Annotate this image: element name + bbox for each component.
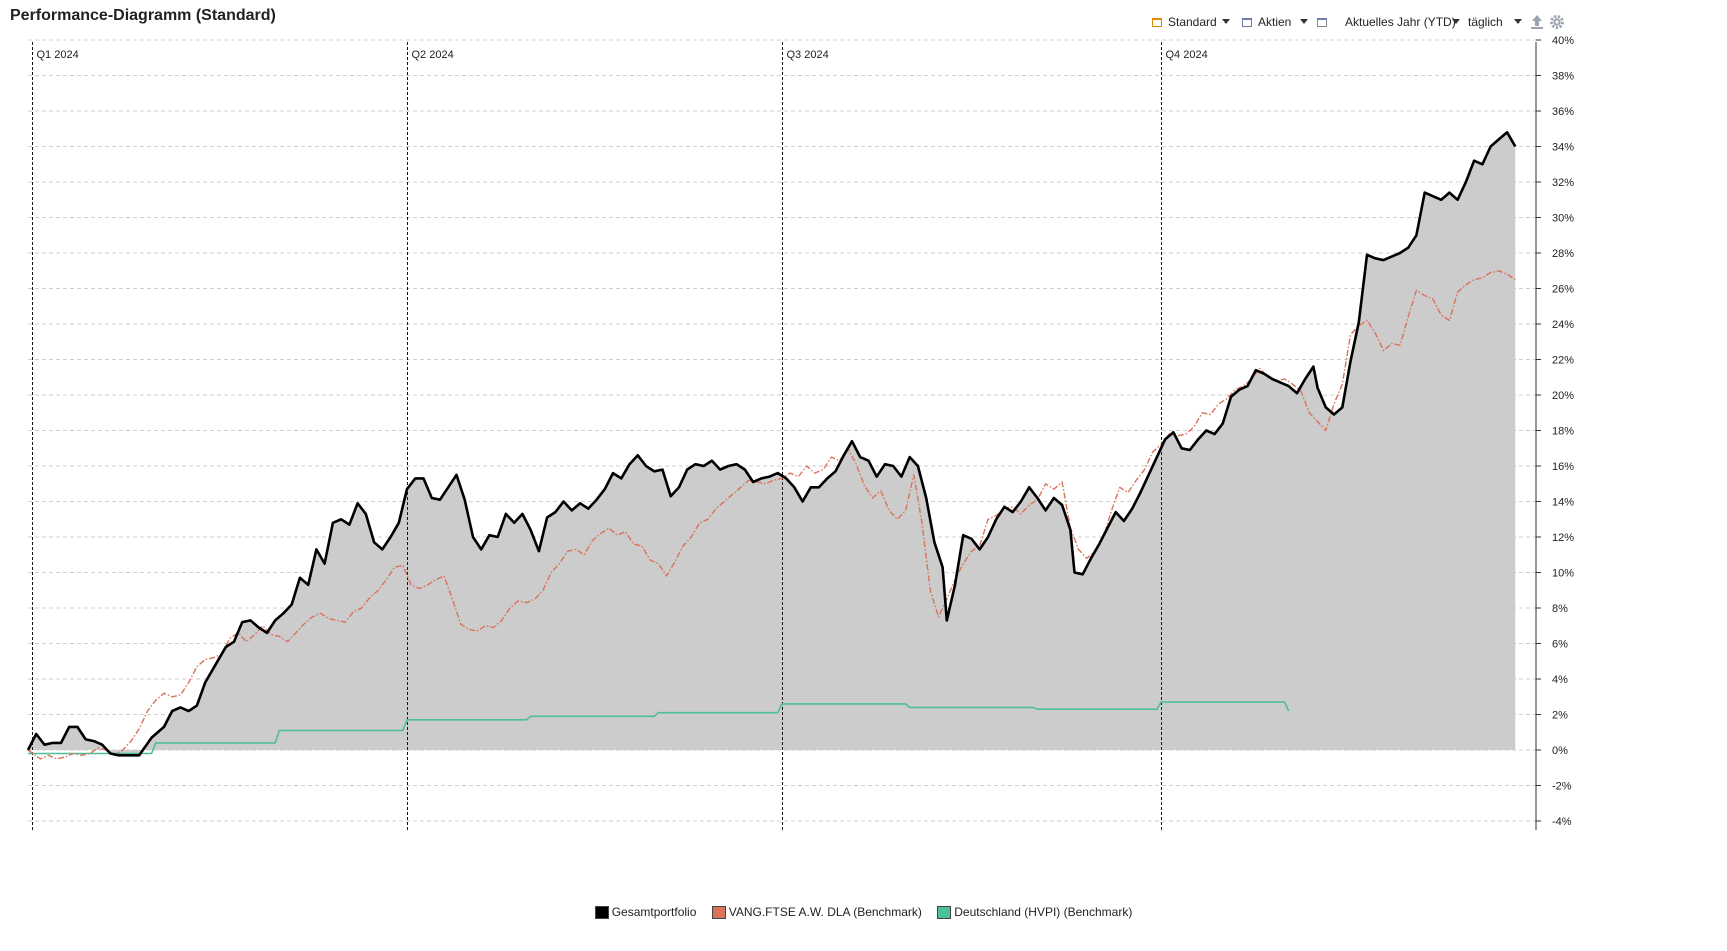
aktien-filter-button[interactable]: Aktien <box>1242 12 1291 32</box>
portfolio-area <box>28 132 1516 756</box>
y-tick-label: 22% <box>1552 355 1574 367</box>
y-tick-label: 32% <box>1552 177 1574 189</box>
toolbar: Standard Aktien Aktuelles Jahr (YTD) täg… <box>0 12 1727 32</box>
chevron-down-icon[interactable] <box>1514 19 1522 24</box>
layout-icon <box>1152 17 1162 27</box>
series-line-portfolio <box>26 131 1517 757</box>
standard-view-button[interactable]: Standard <box>1152 12 1217 32</box>
upload-icon[interactable] <box>1530 14 1544 30</box>
y-tick-label: 4% <box>1552 674 1568 686</box>
legend-swatch-portfolio <box>594 905 609 919</box>
calendar-icon <box>1317 17 1327 27</box>
page-title: Performance-Diagramm (Standard) <box>10 7 276 24</box>
legend-label-portfolio: Gesamtportfolio <box>611 905 697 919</box>
y-tick-label: 28% <box>1552 248 1574 260</box>
interval-label: täglich <box>1468 15 1503 29</box>
y-axis: 40% 38% 36% 34% 32% 30% 28% 26% 24% 22% 20% 18% 16% 1… <box>1535 35 1574 830</box>
chevron-down-icon[interactable] <box>1222 19 1230 24</box>
series-line-hvpi <box>28 701 1290 755</box>
aktien-filter-label: Aktien <box>1258 15 1292 29</box>
series-lines <box>26 131 1517 760</box>
legend-swatch-hvpi <box>937 905 952 919</box>
y-tick-label: 38% <box>1552 71 1574 83</box>
period-select[interactable]: Aktuelles Jahr (YTD) <box>1317 12 1456 32</box>
y-tick-label: 6% <box>1552 639 1568 651</box>
quarter-label: Q3 2024 <box>787 49 829 61</box>
portfolio-fill <box>28 132 1516 756</box>
standard-view-label: Standard <box>1168 15 1217 29</box>
chevron-down-icon[interactable] <box>1452 19 1460 24</box>
y-tick-label: -2% <box>1552 781 1572 793</box>
y-tick-label: 36% <box>1552 106 1574 118</box>
y-tick-label: 12% <box>1552 532 1574 544</box>
quarter-label: Q2 2024 <box>412 49 454 61</box>
interval-select[interactable]: täglich <box>1468 12 1503 32</box>
y-tick-label: 30% <box>1552 213 1574 225</box>
y-tick-label: 8% <box>1552 603 1568 615</box>
chevron-down-icon[interactable] <box>1300 19 1308 24</box>
y-tick-label: -4% <box>1552 816 1572 828</box>
y-tick-label: 24% <box>1552 319 1574 331</box>
gear-icon[interactable] <box>1549 14 1565 30</box>
y-tick-label: 16% <box>1552 461 1574 473</box>
period-label: Aktuelles Jahr (YTD) <box>1345 15 1456 29</box>
legend-item-hvpi[interactable]: Deutschland (HVPI) (Benchmark) <box>937 905 1132 919</box>
y-tick-label: 34% <box>1552 142 1574 154</box>
legend-label-hvpi: Deutschland (HVPI) (Benchmark) <box>954 905 1133 919</box>
y-tick-label: 0% <box>1552 745 1568 757</box>
quarter-label: Q1 2024 <box>37 49 79 61</box>
y-tick-label: 40% <box>1552 35 1574 47</box>
legend: Gesamtportfolio VANG.FTSE A.W. DLA (Benc… <box>0 905 1727 922</box>
legend-label-vanguard: VANG.FTSE A.W. DLA (Benchmark) <box>728 905 922 919</box>
y-tick-label: 2% <box>1552 710 1568 722</box>
y-tick-label: 18% <box>1552 426 1574 438</box>
y-tick-label: 14% <box>1552 497 1574 509</box>
window-icon <box>1242 17 1252 27</box>
y-tick-label: 20% <box>1552 390 1574 402</box>
quarter-markers: Q1 2024 Q2 2024 Q3 2024 Q4 2024 <box>32 42 1208 830</box>
legend-item-vanguard[interactable]: VANG.FTSE A.W. DLA (Benchmark) <box>711 905 922 919</box>
y-tick-label: 26% <box>1552 284 1574 296</box>
quarter-label: Q4 2024 <box>1166 49 1208 61</box>
y-tick-label: 10% <box>1552 568 1574 580</box>
legend-item-portfolio[interactable]: Gesamtportfolio <box>594 905 697 919</box>
legend-swatch-vanguard <box>711 905 726 919</box>
